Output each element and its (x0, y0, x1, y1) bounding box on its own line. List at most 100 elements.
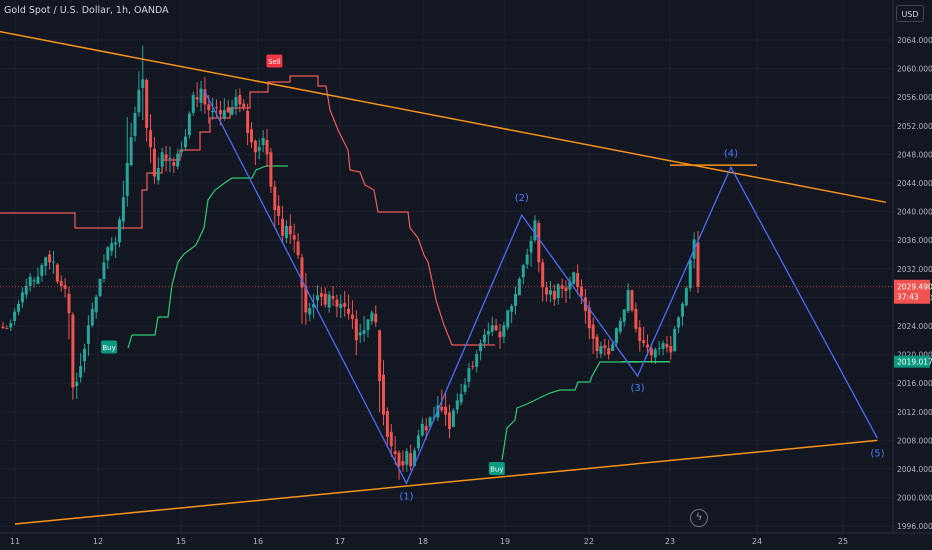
candle-body (296, 241, 300, 256)
candle-body (246, 110, 250, 133)
candle-body (607, 348, 611, 355)
candle-body (269, 152, 273, 187)
candle-body (413, 450, 417, 467)
candle-body (552, 290, 556, 300)
trailing-stop-up (127, 165, 288, 349)
candle-body (533, 220, 537, 241)
candle-body (665, 343, 669, 348)
candle-body (599, 346, 603, 354)
candle-body (529, 240, 533, 253)
time-tick: 24 (752, 537, 762, 546)
candle-body (183, 136, 187, 148)
candle-body (145, 80, 149, 128)
time-axis-bg (0, 533, 932, 550)
candle-body (618, 320, 622, 332)
candle-body (688, 260, 692, 289)
candle-body (304, 285, 308, 313)
candle-body (335, 299, 339, 307)
time-tick: 22 (584, 537, 594, 546)
lightning-icon[interactable]: ϟ (690, 509, 708, 527)
candle-body (358, 332, 362, 336)
candle-body (218, 110, 222, 115)
candle-body (378, 330, 382, 382)
candle-body (401, 461, 405, 466)
price-tick: 2008.000 (897, 436, 932, 445)
candle-body (661, 343, 665, 349)
price-tick: 2048.000 (897, 150, 932, 159)
price-tick: 2016.000 (897, 379, 932, 388)
candle-body (370, 312, 374, 321)
candle-body (479, 343, 483, 352)
candle-body (187, 113, 191, 136)
buy-signal-label: Buy (490, 466, 503, 474)
price-tick: 2064.000 (897, 36, 932, 45)
candle-body (537, 223, 541, 263)
candle-body (424, 426, 428, 431)
buy-signal (101, 340, 118, 354)
candle-body (55, 264, 59, 282)
candle-body (32, 280, 36, 282)
candle-body (288, 225, 292, 235)
candle-body (261, 137, 265, 146)
candle-body (98, 278, 102, 296)
candle-body (521, 265, 525, 278)
candle-body (17, 303, 21, 312)
time-tick: 16 (253, 537, 263, 546)
time-tick: 15 (176, 537, 186, 546)
candle-body (339, 303, 343, 309)
candle-body (20, 292, 24, 303)
candle-body (44, 257, 48, 266)
candle-body (490, 325, 494, 332)
price-tick: 2056.000 (897, 93, 932, 102)
candle-body (257, 147, 261, 151)
upper-trendline (0, 30, 887, 204)
price-tick: 2044.000 (897, 179, 932, 188)
last-price-label: 2029.490 (897, 283, 932, 292)
price-tick: 2060.000 (897, 65, 932, 74)
candle-body (106, 247, 110, 261)
candle-body (90, 308, 94, 326)
candle-body (482, 334, 486, 343)
candle-body (684, 288, 688, 306)
candle-body (110, 243, 114, 251)
candle-body (312, 303, 316, 308)
trailing-stop-up (501, 361, 640, 461)
candle-body (498, 331, 502, 338)
price-tick: 2040.000 (897, 208, 932, 217)
candle-body (354, 318, 358, 341)
support-price-label: 2019.017 (897, 358, 932, 367)
candle-body (603, 345, 607, 349)
time-tick: 23 (665, 537, 675, 546)
candle-body (494, 325, 498, 331)
candle-body (611, 344, 615, 352)
candle-body (475, 353, 479, 367)
wave-label: (2) (515, 193, 529, 204)
candle-body (172, 162, 176, 166)
price-tick: 2000.000 (897, 494, 932, 503)
candle-body (541, 262, 545, 288)
candle-body (568, 281, 572, 290)
candle-body (347, 308, 351, 314)
candle-body (556, 284, 560, 299)
candle-body (634, 308, 638, 329)
candle-body (195, 97, 199, 100)
currency-button[interactable]: USD (896, 5, 924, 22)
candles (1, 45, 700, 480)
candle-body (292, 235, 296, 240)
candle-body (677, 317, 681, 328)
buy-signal-label: Buy (102, 344, 115, 352)
candle-body (630, 290, 634, 311)
overlays (0, 30, 893, 525)
candle-body (249, 129, 253, 143)
candle-body (467, 368, 471, 382)
candle-body (595, 336, 599, 352)
candle-body (564, 287, 568, 291)
candle-body (273, 186, 277, 211)
candle-body (160, 152, 164, 167)
sell-signal (266, 54, 283, 68)
candle-body (71, 314, 75, 388)
time-tick: 11 (10, 537, 20, 546)
price-axis-bg (893, 0, 932, 550)
candle-body (560, 285, 564, 289)
